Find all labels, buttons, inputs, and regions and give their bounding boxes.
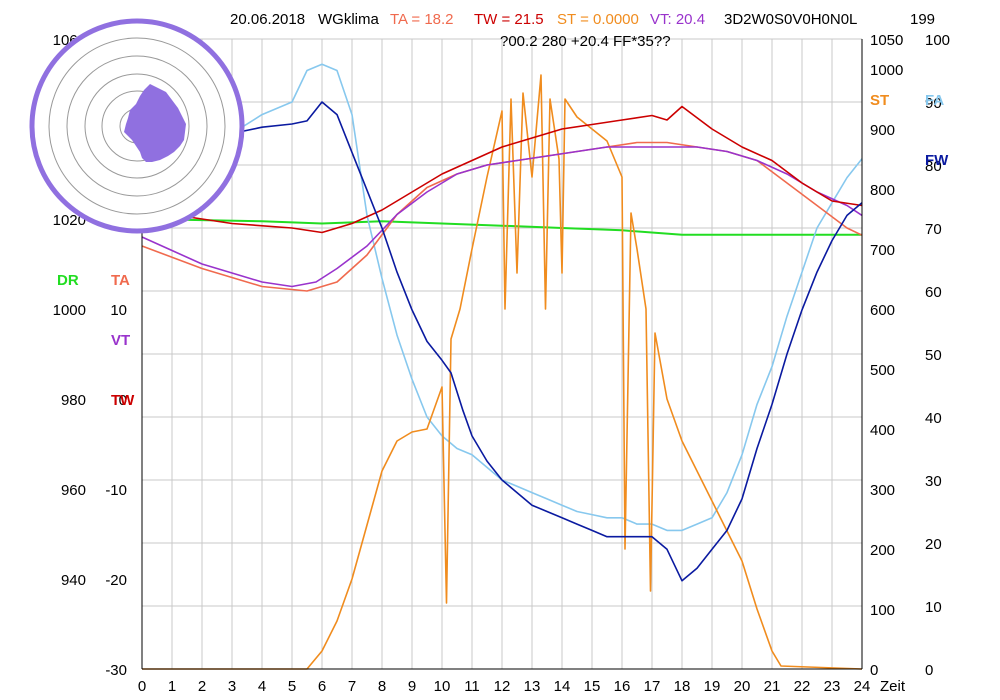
- x-tick-label: 18: [674, 678, 691, 695]
- x-tick-label: 20: [734, 678, 751, 695]
- x-tick-label: 16: [614, 678, 631, 695]
- axes: 0 1 2 3 4 5 6 7 8 9 10 11 12 13 14 15 16 17 18 19 20 21 22 23 24…: [53, 32, 950, 695]
- temperature-tick-label: -20: [105, 572, 127, 589]
- x-tick-label: 0: [138, 678, 146, 695]
- x-tick-label: 17: [644, 678, 661, 695]
- x-tick-label: 3: [228, 678, 236, 695]
- humidity-tick-label: 60: [925, 284, 942, 301]
- radiation-tick-label: 100: [870, 602, 895, 619]
- radiation-tick-label: 400: [870, 422, 895, 439]
- humidity-tick-label: 0: [925, 662, 933, 679]
- humidity-tick-label: 50: [925, 347, 942, 364]
- x-tick-label: 10: [434, 678, 451, 695]
- series-line-dr: [141, 218, 862, 236]
- label-ta: TA: [111, 272, 130, 289]
- humidity-tick-label: 70: [925, 221, 942, 238]
- header-code: 3D2W0S0V0H0N0L: [724, 11, 857, 28]
- radiation-tick-label: 500: [870, 362, 895, 379]
- radiation-tick-label: 1000: [870, 62, 903, 79]
- radiation-tick-label: 1050: [870, 32, 903, 49]
- temperature-tick-label: -30: [105, 662, 127, 679]
- x-tick-label: 5: [288, 678, 296, 695]
- header-st: ST = 0.0000: [557, 11, 639, 28]
- x-tick-label: 12: [494, 678, 511, 695]
- wind-rose: [29, 18, 245, 234]
- pressure-tick-label: 1020: [53, 212, 86, 229]
- wind-rose-shape: [124, 84, 186, 162]
- humidity-tick-label: 30: [925, 473, 942, 490]
- humidity-tick-label: 40: [925, 410, 942, 427]
- x-tick-label: 19: [704, 678, 721, 695]
- header-ta: TA = 18.2: [390, 11, 454, 28]
- series-labels: DR TA VT TW ST FA FW: [57, 92, 949, 409]
- radiation-tick-label: 800: [870, 182, 895, 199]
- header: 20.06.2018 WGklima TA = 18.2 TW = 21.5 S…: [230, 11, 935, 50]
- label-dr: DR: [57, 272, 79, 289]
- x-axis-label: Zeit: [880, 678, 906, 695]
- header-tw: TW = 21.5: [474, 11, 544, 28]
- humidity-tick-label: 20: [925, 536, 942, 553]
- radiation-tick-label: 900: [870, 122, 895, 139]
- series-line-fw: [141, 101, 863, 582]
- temperature-tick-label: -10: [105, 482, 127, 499]
- x-tick-label: 23: [824, 678, 841, 695]
- x-tick-label: 21: [764, 678, 781, 695]
- humidity-tick-label: 80: [925, 158, 942, 175]
- humidity-tick-label: 100: [925, 32, 950, 49]
- label-vt: VT: [111, 332, 130, 349]
- temperature-tick-label: 0: [119, 392, 127, 409]
- wind-rose-ring: [84, 73, 190, 179]
- series-line-st: [142, 74, 863, 670]
- wind-rose-ring: [48, 37, 226, 215]
- x-tick-label: 4: [258, 678, 266, 695]
- radiation-tick-label: 200: [870, 542, 895, 559]
- humidity-tick-label: 10: [925, 599, 942, 616]
- x-tick-label: 14: [554, 678, 571, 695]
- x-tick-label: 1: [168, 678, 176, 695]
- label-fw: FW: [925, 152, 949, 169]
- x-tick-label: 6: [318, 678, 326, 695]
- x-tick-label: 2: [198, 678, 206, 695]
- header-station: WGklima: [318, 11, 379, 28]
- pressure-tick-label: 960: [61, 482, 86, 499]
- series-line-fa: [141, 63, 863, 532]
- header-vt: VT: 20.4: [650, 11, 705, 28]
- series: [141, 63, 863, 670]
- x-tick-label: 22: [794, 678, 811, 695]
- label-st: ST: [870, 92, 889, 109]
- pressure-tick-label: 980: [61, 392, 86, 409]
- x-tick-label: 24: [854, 678, 871, 695]
- header-count: 199: [910, 11, 935, 28]
- x-tick-label: 15: [584, 678, 601, 695]
- x-tick-label: 13: [524, 678, 541, 695]
- wind-rose-ring: [66, 55, 208, 197]
- radiation-tick-label: 0: [870, 662, 878, 679]
- radiation-tick-label: 600: [870, 302, 895, 319]
- header-date: 20.06.2018: [230, 11, 305, 28]
- label-tw: TW: [111, 392, 135, 409]
- humidity-tick-label: 90: [925, 95, 942, 112]
- temperature-tick-label: 10: [110, 302, 127, 319]
- series-line-tw: [141, 105, 863, 234]
- label-fa: FA: [925, 92, 944, 109]
- pressure-tick-label: 1000: [53, 302, 86, 319]
- pressure-tick-label: 940: [61, 572, 86, 589]
- x-tick-label: 7: [348, 678, 356, 695]
- radiation-tick-label: 300: [870, 482, 895, 499]
- radiation-tick-label: 700: [870, 242, 895, 259]
- x-tick-label: 8: [378, 678, 386, 695]
- x-tick-label: 9: [408, 678, 416, 695]
- x-tick-label: 11: [464, 678, 480, 695]
- series-line-vt: [141, 146, 863, 288]
- header-wind-line: ?00.2 280 +20.4 FF*35??: [500, 33, 671, 50]
